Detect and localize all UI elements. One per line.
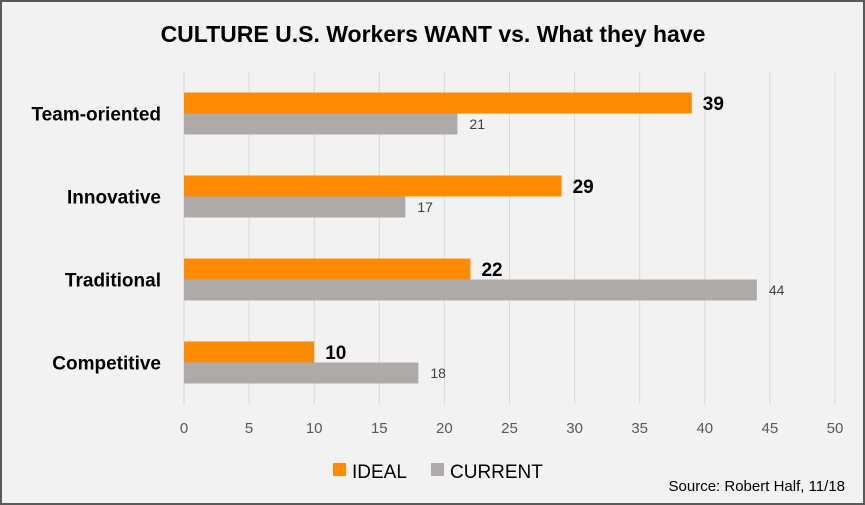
x-tick-label: 35: [631, 420, 648, 437]
ideal-value-label: 39: [703, 94, 724, 115]
current-bar: [184, 279, 757, 301]
current-bar: [184, 113, 458, 135]
category-label: Innovative: [67, 188, 161, 209]
ideal-value-label: 10: [325, 343, 346, 364]
x-tick-label: 5: [245, 420, 253, 437]
x-tick-label: 10: [306, 420, 323, 437]
x-tick-label: 0: [180, 420, 188, 437]
ideal-bar: [184, 175, 562, 197]
x-tick-label: 30: [566, 420, 583, 437]
current-value-label: 21: [469, 116, 485, 132]
category-label: Team-oriented: [31, 105, 161, 126]
ideal-bar: [184, 341, 315, 363]
x-tick-label: 45: [762, 420, 779, 437]
current-value-label: 44: [769, 282, 785, 298]
chart-title: CULTURE U.S. Workers WANT vs. What they …: [161, 21, 706, 47]
ideal-value-label: 29: [573, 177, 594, 198]
current-value-label: 18: [430, 365, 446, 381]
x-tick-label: 15: [371, 420, 388, 437]
x-tick-label: 25: [501, 420, 518, 437]
x-tick-label: 50: [827, 420, 844, 437]
legend-label-ideal: IDEAL: [352, 462, 407, 483]
category-label: Competitive: [52, 354, 161, 375]
x-tick-label: 40: [696, 420, 713, 437]
current-bar: [184, 196, 406, 218]
legend-label-current: CURRENT: [450, 462, 543, 483]
ideal-bar: [184, 258, 471, 280]
category-label: Traditional: [65, 271, 161, 292]
ideal-value-label: 22: [481, 260, 502, 281]
legend-swatch-current: [431, 463, 444, 476]
legend: IDEAL CURRENT: [333, 462, 543, 483]
x-tick-label: 20: [436, 420, 453, 437]
current-value-label: 17: [417, 199, 433, 215]
legend-swatch-ideal: [333, 463, 346, 476]
labels: 0 5 10 15 20 25 30 35 40 45 50 Team-oriented 39 21 Inn…: [31, 94, 843, 437]
source-note: Source: Robert Half, 11/18: [669, 478, 845, 495]
current-bar: [184, 362, 419, 384]
ideal-bar: [184, 92, 692, 114]
bars: [184, 92, 757, 384]
